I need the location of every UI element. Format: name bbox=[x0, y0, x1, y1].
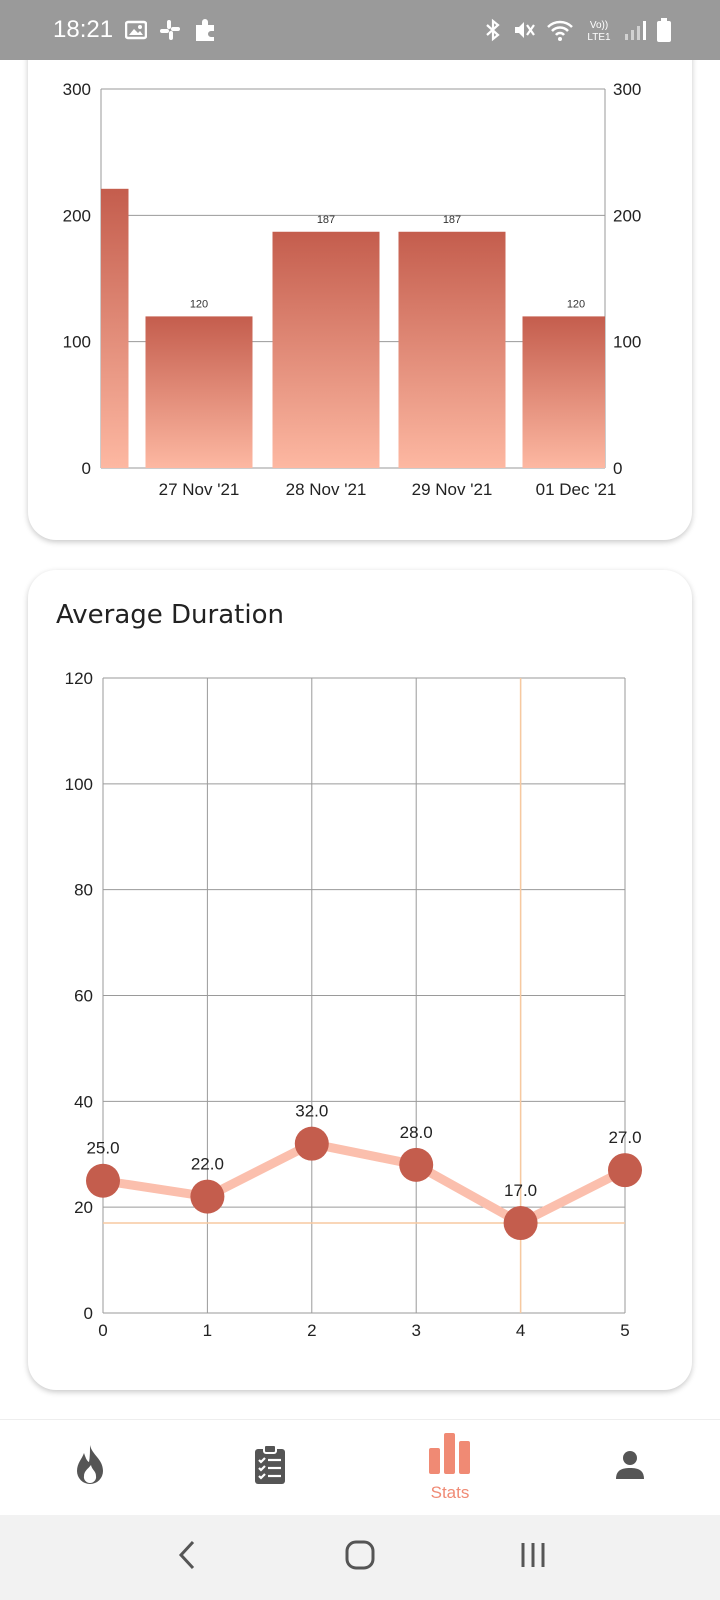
volte-icon: Vo)) LTE1 bbox=[584, 17, 614, 43]
system-navigation-bar bbox=[0, 1515, 720, 1600]
bar-data-label: 187 bbox=[317, 214, 335, 226]
mute-icon bbox=[512, 18, 536, 42]
line-data-point bbox=[608, 1153, 642, 1188]
average-duration-series-line bbox=[98, 1139, 630, 1228]
bar-data-label: 187 bbox=[443, 214, 461, 226]
line-x-tick-label: 0 bbox=[98, 1321, 107, 1340]
line-data-label: 27.0 bbox=[608, 1128, 641, 1147]
line-y-tick-label: 60 bbox=[74, 987, 93, 1006]
status-left: 18:21 bbox=[53, 16, 219, 44]
bar-y-tick-left: 0 bbox=[82, 459, 91, 478]
bar-y-tick-left: 300 bbox=[63, 80, 91, 99]
person-icon bbox=[615, 1450, 645, 1485]
average-duration-card: Average Duration 120 100 80 60 40 20 0 0 1 2 3 4 5 25… bbox=[28, 570, 692, 1390]
bar-y-tick-right: 300 bbox=[613, 80, 641, 99]
flame-icon bbox=[73, 1443, 107, 1492]
line-data-point bbox=[86, 1163, 120, 1198]
line-x-tick-label: 1 bbox=[203, 1321, 212, 1340]
line-y-tick-label: 100 bbox=[65, 775, 93, 794]
nav-item-streak[interactable] bbox=[0, 1420, 180, 1515]
status-bar: 18:21 Vo)) LTE1 bbox=[0, 0, 720, 60]
bar-mark bbox=[272, 231, 380, 468]
line-x-tick-label: 5 bbox=[620, 1321, 629, 1340]
slack-icon bbox=[159, 19, 181, 41]
bar-y-tick-right: 100 bbox=[613, 333, 641, 352]
bar-mark bbox=[398, 231, 506, 468]
home-icon bbox=[345, 1540, 375, 1575]
back-icon bbox=[177, 1539, 197, 1576]
bar-x-tick-label: 28 Nov '21 bbox=[286, 480, 367, 499]
line-y-tick-label: 20 bbox=[74, 1198, 93, 1217]
line-y-tick-label: 40 bbox=[74, 1092, 93, 1111]
home-button[interactable] bbox=[330, 1528, 390, 1588]
volte-label-top: Vo)) bbox=[590, 20, 608, 31]
line-x-tick-label: 2 bbox=[307, 1321, 316, 1340]
nav-item-stats[interactable]: Stats bbox=[360, 1420, 540, 1515]
signal-icon bbox=[624, 19, 646, 41]
line-data-label: 32.0 bbox=[295, 1102, 328, 1121]
line-data-label: 25.0 bbox=[86, 1139, 119, 1158]
line-data-label: 28.0 bbox=[400, 1123, 433, 1142]
line-data-point bbox=[399, 1147, 434, 1182]
bar-x-tick-label: 01 Dec '21 bbox=[536, 480, 617, 499]
status-right: Vo)) LTE1 bbox=[484, 17, 672, 43]
bar-y-tick-left: 100 bbox=[63, 333, 91, 352]
line-data-point bbox=[503, 1206, 538, 1241]
line-y-tick-label: 80 bbox=[74, 881, 93, 900]
bar-x-tick-label: 29 Nov '21 bbox=[412, 480, 493, 499]
bluetooth-icon bbox=[484, 18, 502, 42]
daily-bar-chart: 300 300 200 200 100 100 0 0 120 27 Nov '21 187 28 N… bbox=[63, 80, 642, 499]
nav-label-stats: Stats bbox=[430, 1483, 470, 1502]
daily-bar-chart-card: 300 300 200 200 100 100 0 0 120 27 Nov '21 187 28 N… bbox=[28, 0, 692, 540]
image-icon bbox=[125, 20, 148, 40]
status-time: 18:21 bbox=[53, 16, 114, 43]
bar-data-label: 120 bbox=[567, 298, 585, 310]
average-duration-title: Average Duration bbox=[56, 600, 284, 630]
nav-item-tasks[interactable] bbox=[180, 1420, 360, 1515]
line-y-tick-label: 120 bbox=[65, 669, 93, 688]
back-button[interactable] bbox=[157, 1528, 217, 1588]
bottom-navigation: Stats bbox=[0, 1419, 720, 1515]
bar-x-tick-label: 27 Nov '21 bbox=[159, 480, 240, 499]
line-data-point bbox=[294, 1126, 329, 1161]
clipboard-list-icon bbox=[253, 1444, 287, 1491]
line-data-point bbox=[190, 1179, 225, 1214]
line-data-label: 17.0 bbox=[504, 1181, 537, 1200]
nav-item-profile[interactable] bbox=[540, 1420, 720, 1515]
bar-chart-icon bbox=[428, 1432, 472, 1479]
line-y-tick-label: 0 bbox=[84, 1304, 93, 1323]
average-duration-line-chart: 120 100 80 60 40 20 00 1 2 3 4 5 25.0 22.0 32.0 28.0 17.… bbox=[65, 669, 642, 1340]
puzzle-icon bbox=[193, 17, 219, 43]
wifi-icon bbox=[546, 18, 574, 42]
recents-button[interactable] bbox=[503, 1528, 563, 1588]
bar-mark bbox=[145, 316, 253, 468]
line-x-tick-label: 4 bbox=[516, 1321, 525, 1340]
bar-y-tick-right: 0 bbox=[613, 459, 622, 478]
recents-icon bbox=[519, 1541, 547, 1574]
battery-icon bbox=[656, 17, 672, 43]
bar-y-tick-right: 200 bbox=[613, 206, 641, 225]
bar-mark bbox=[522, 316, 605, 468]
bar-mark bbox=[101, 188, 129, 468]
bar-y-tick-left: 200 bbox=[63, 206, 91, 225]
line-data-label: 22.0 bbox=[191, 1155, 224, 1174]
volte-label-bottom: LTE1 bbox=[587, 32, 611, 43]
bar-data-label: 120 bbox=[190, 298, 208, 310]
line-x-tick-label: 3 bbox=[411, 1321, 420, 1340]
